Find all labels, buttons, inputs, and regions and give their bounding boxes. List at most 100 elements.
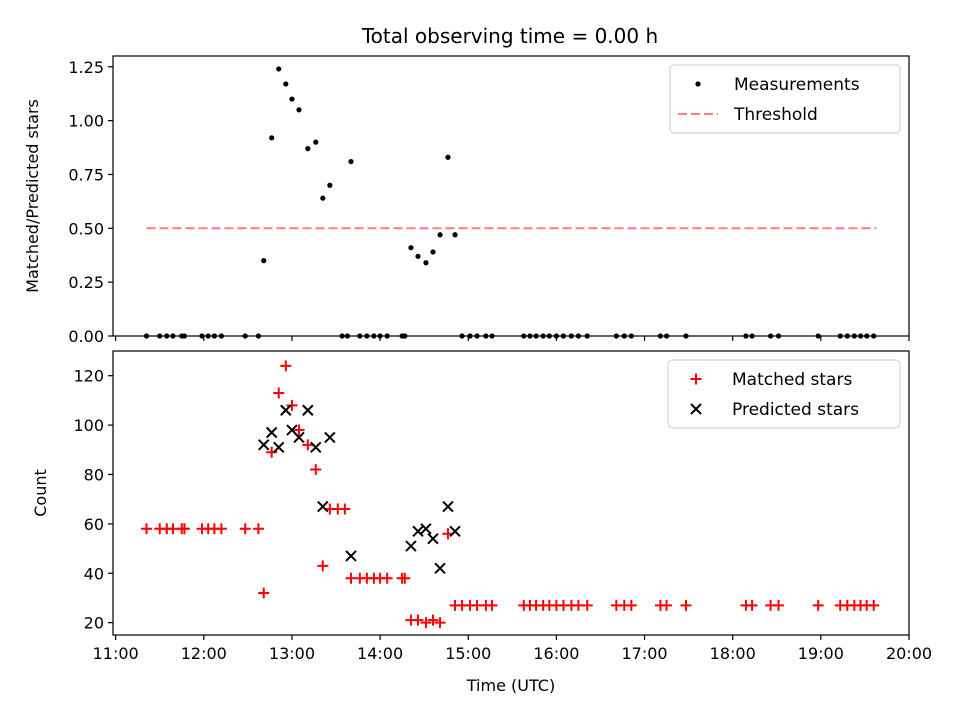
bottom-panel: 20 40 60 80 100 120 11:00 12:00 13:00 14:00 15:00 1… — [31, 350, 932, 695]
data-point — [442, 500, 454, 513]
bottom-ytick-label: 40 — [84, 564, 104, 583]
data-point — [296, 107, 302, 113]
data-point — [381, 572, 393, 584]
data-point — [412, 525, 424, 537]
data-point — [255, 333, 262, 339]
data-point — [420, 523, 432, 535]
data-point — [317, 560, 329, 572]
data-point — [265, 426, 278, 439]
xtick-label: 12:00 — [181, 644, 227, 663]
data-point — [527, 333, 533, 339]
top-axes-frame — [112, 55, 910, 337]
data-point — [261, 258, 267, 264]
top-ytick-label: 0.75 — [68, 165, 104, 184]
data-point — [399, 572, 411, 584]
data-point — [269, 135, 275, 141]
data-point — [280, 360, 292, 372]
xtick-label: 20:00 — [886, 644, 932, 663]
data-point — [408, 245, 414, 251]
top-legend: Measurements Threshold — [669, 64, 901, 134]
top-ytick-label: 0.00 — [68, 327, 104, 346]
data-point — [467, 333, 473, 339]
data-point — [521, 333, 527, 339]
data-point — [181, 333, 188, 339]
data-point — [773, 599, 785, 611]
xtick-label: 19:00 — [798, 644, 844, 663]
data-point — [489, 333, 495, 339]
data-point — [864, 333, 870, 339]
data-point — [320, 195, 326, 201]
data-point — [628, 333, 634, 339]
legend-label: Measurements — [734, 75, 860, 95]
data-point — [423, 260, 429, 266]
data-point — [749, 333, 755, 339]
data-point — [437, 232, 443, 238]
data-point — [546, 333, 552, 339]
data-point — [324, 431, 336, 444]
data-point — [157, 333, 163, 339]
data-point — [868, 599, 880, 611]
data-point — [553, 333, 559, 339]
data-point — [199, 333, 205, 339]
data-point — [211, 333, 217, 339]
data-point — [434, 562, 446, 575]
data-point — [242, 333, 248, 339]
data-point — [317, 500, 329, 513]
data-point — [743, 333, 749, 339]
data-point — [384, 333, 390, 339]
data-point — [434, 617, 446, 629]
data-point — [657, 333, 664, 339]
bottom-axes-frame — [112, 350, 910, 636]
data-point — [402, 333, 408, 339]
data-point — [289, 96, 295, 102]
data-point — [239, 523, 251, 535]
data-point — [625, 599, 637, 611]
data-point — [140, 523, 152, 535]
data-point — [339, 333, 345, 339]
data-point — [775, 333, 782, 339]
data-point — [449, 525, 461, 537]
xtick-label: 11:00 — [93, 644, 139, 663]
legend-box — [669, 64, 901, 134]
data-point — [581, 599, 593, 611]
data-point — [258, 439, 270, 451]
data-point — [302, 404, 314, 416]
data-point — [445, 154, 451, 160]
data-point — [215, 523, 227, 535]
top-ytick-label: 1.00 — [68, 112, 104, 131]
xtick-label: 16:00 — [533, 644, 579, 663]
data-point — [348, 158, 354, 165]
data-point — [746, 599, 758, 611]
bottom-legend: Matched stars Predicted stars — [667, 359, 901, 429]
data-point — [683, 333, 689, 339]
data-point — [313, 139, 319, 145]
data-point — [143, 333, 150, 339]
data-point — [851, 333, 857, 339]
data-point — [280, 404, 292, 416]
legend-marker — [695, 81, 701, 87]
data-point — [412, 614, 424, 626]
data-point — [345, 550, 357, 562]
data-point — [568, 333, 574, 339]
top-ytick-label: 0.50 — [68, 219, 104, 238]
data-point — [205, 333, 211, 339]
bottom-ytick-label: 120 — [73, 367, 104, 386]
top-panel: 0.00 0.25 0.50 0.75 1.00 1.25 Matched/Predicte… — [23, 55, 910, 346]
xtick-label: 15:00 — [445, 644, 491, 663]
data-point — [339, 503, 351, 515]
data-point — [293, 424, 305, 436]
data-point — [252, 523, 264, 535]
data-point — [812, 599, 824, 611]
data-point — [293, 431, 305, 444]
data-point — [857, 333, 864, 339]
data-point — [427, 532, 439, 545]
data-point — [286, 399, 298, 411]
xlabel: Time (UTC) — [466, 676, 555, 695]
data-point — [844, 333, 850, 339]
data-point — [344, 333, 351, 339]
data-point — [483, 333, 489, 339]
data-point — [427, 614, 439, 626]
data-point — [815, 333, 821, 339]
data-point — [452, 232, 458, 238]
